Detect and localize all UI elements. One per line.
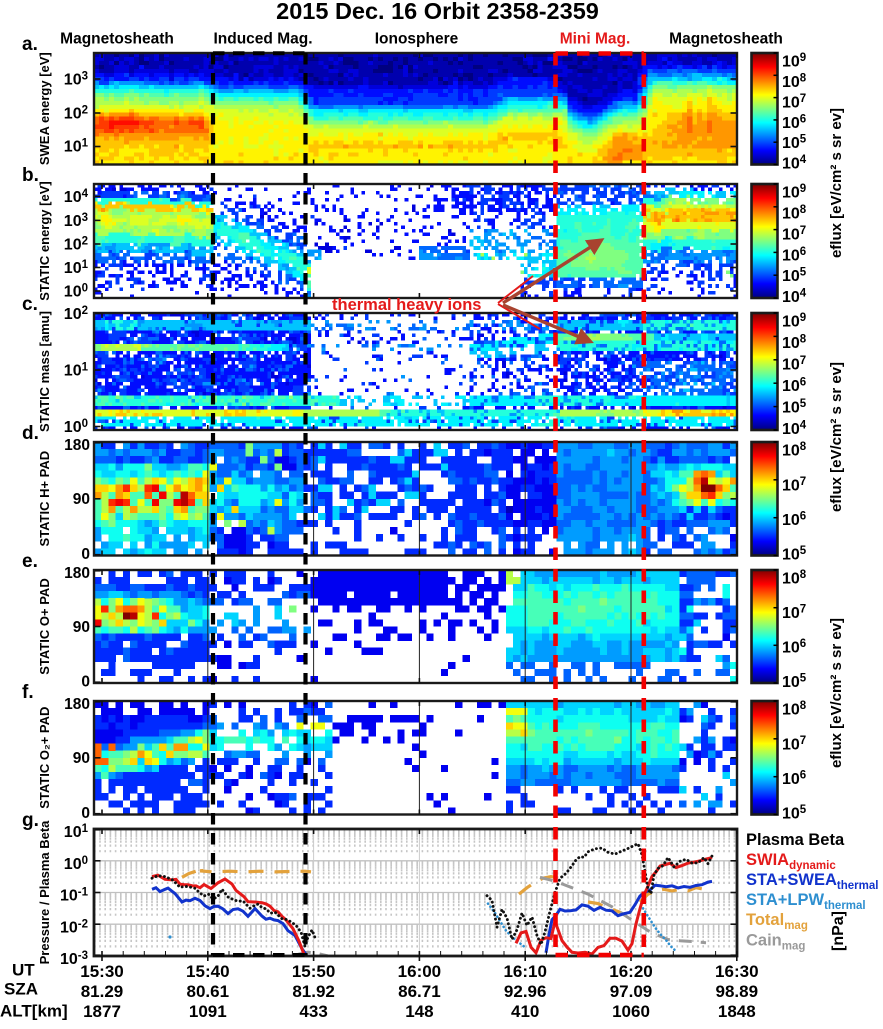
svg-text:Magnetosheath: Magnetosheath — [669, 31, 783, 48]
svg-text:180: 180 — [64, 696, 90, 713]
svg-text:101: 101 — [64, 823, 89, 841]
svg-text:103: 103 — [64, 212, 88, 230]
svg-text:thermal heavy ions: thermal heavy ions — [332, 296, 481, 314]
svg-text:101: 101 — [64, 138, 89, 156]
svg-text:c.: c. — [22, 294, 38, 315]
svg-text:100: 100 — [64, 855, 88, 873]
svg-text:Magnetosheath: Magnetosheath — [60, 31, 174, 48]
svg-text:102: 102 — [64, 236, 88, 254]
svg-text:15:50: 15:50 — [292, 962, 335, 981]
svg-text:STATIC O+ PAD: STATIC O+ PAD — [37, 578, 52, 674]
svg-text:a.: a. — [22, 34, 38, 55]
svg-text:SZA: SZA — [4, 980, 38, 999]
svg-text:101: 101 — [64, 362, 89, 380]
svg-text:16:20: 16:20 — [609, 962, 652, 981]
svg-text:80.61: 80.61 — [187, 982, 230, 1001]
svg-text:92.96: 92.96 — [504, 982, 547, 1001]
svg-text:eflux [eV/cm² s sr ev]: eflux [eV/cm² s sr ev] — [828, 362, 845, 512]
svg-text:STATIC mass [amu]: STATIC mass [amu] — [37, 311, 52, 432]
svg-text:eflux [eV/cm² s sr ev]: eflux [eV/cm² s sr ev] — [828, 618, 845, 768]
svg-text:g.: g. — [22, 810, 39, 831]
svg-text:102: 102 — [64, 305, 88, 323]
svg-text:180: 180 — [64, 437, 90, 454]
svg-text:16:00: 16:00 — [398, 962, 441, 981]
svg-text:SWEA energy [eV]: SWEA energy [eV] — [37, 52, 52, 165]
svg-text:16:10: 16:10 — [503, 962, 546, 981]
svg-text:STATIC H+ PAD: STATIC H+ PAD — [37, 451, 52, 547]
svg-text:97.09: 97.09 — [610, 982, 653, 1001]
svg-text:16:30: 16:30 — [715, 962, 758, 981]
svg-text:81.92: 81.92 — [292, 982, 335, 1001]
svg-text:Pressure / Plasma Beta: Pressure / Plasma Beta — [37, 820, 52, 965]
svg-text:eflux [eV/cm² s sr ev]: eflux [eV/cm² s sr ev] — [828, 108, 845, 258]
svg-text:b.: b. — [22, 165, 39, 186]
svg-text:101: 101 — [64, 259, 89, 277]
svg-text:[nPa]: [nPa] — [830, 911, 847, 951]
svg-text:433: 433 — [299, 1002, 327, 1021]
svg-text:ALT[km]: ALT[km] — [0, 1002, 68, 1021]
svg-text:180: 180 — [64, 565, 90, 582]
svg-text:10-2: 10-2 — [60, 919, 88, 937]
svg-text:15:40: 15:40 — [186, 962, 229, 981]
svg-text:e.: e. — [22, 551, 38, 572]
svg-text:90: 90 — [73, 619, 90, 636]
svg-text:90: 90 — [73, 491, 90, 508]
svg-text:86.71: 86.71 — [398, 982, 441, 1001]
svg-text:Induced Mag.: Induced Mag. — [213, 31, 312, 48]
svg-text:81.29: 81.29 — [81, 982, 124, 1001]
svg-text:1848: 1848 — [718, 1002, 756, 1021]
svg-text:100: 100 — [64, 283, 88, 301]
svg-text:f.: f. — [22, 682, 34, 703]
svg-text:Plasma Beta: Plasma Beta — [746, 831, 845, 849]
svg-text:Mini Mag.: Mini Mag. — [560, 31, 631, 48]
svg-text:1060: 1060 — [612, 1002, 650, 1021]
svg-text:102: 102 — [64, 105, 88, 123]
svg-text:15:30: 15:30 — [80, 962, 123, 981]
svg-text:90: 90 — [73, 750, 90, 767]
svg-text:100: 100 — [64, 418, 88, 436]
svg-text:410: 410 — [511, 1002, 539, 1021]
svg-text:UT: UT — [12, 961, 35, 980]
svg-text:148: 148 — [405, 1002, 433, 1021]
svg-text:98.89: 98.89 — [716, 982, 759, 1001]
svg-text:STATIC energy [eV]: STATIC energy [eV] — [37, 181, 52, 300]
svg-text:10-1: 10-1 — [60, 887, 89, 905]
svg-text:0: 0 — [81, 674, 90, 691]
svg-text:104: 104 — [64, 188, 89, 206]
svg-text:1091: 1091 — [189, 1002, 227, 1021]
svg-text:10-3: 10-3 — [60, 950, 88, 968]
svg-text:d.: d. — [22, 423, 39, 444]
svg-text:1877: 1877 — [83, 1002, 121, 1021]
svg-text:STATIC O₂+ PAD: STATIC O₂+ PAD — [37, 707, 52, 809]
svg-text:0: 0 — [81, 805, 90, 822]
svg-text:103: 103 — [64, 71, 88, 89]
svg-text:2015 Dec. 16 Orbit 2358-2359: 2015 Dec. 16 Orbit 2358-2359 — [276, 0, 599, 24]
svg-text:Ionosphere: Ionosphere — [375, 31, 459, 48]
svg-text:0: 0 — [81, 546, 90, 563]
